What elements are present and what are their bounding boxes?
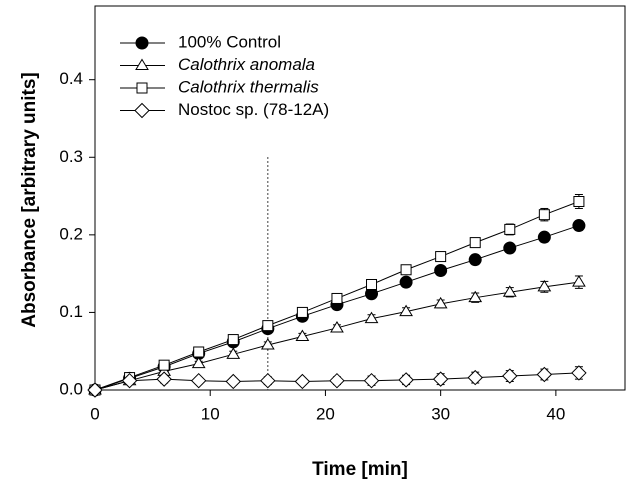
marker — [158, 359, 170, 371]
marker — [538, 209, 550, 221]
marker — [295, 329, 310, 341]
marker — [469, 237, 481, 249]
x-tick-label: 10 — [201, 404, 220, 423]
marker — [502, 285, 517, 297]
marker — [572, 275, 586, 287]
marker — [364, 311, 379, 324]
marker — [467, 369, 483, 386]
marker — [504, 223, 516, 235]
marker — [537, 279, 552, 292]
marker — [193, 346, 205, 358]
legend-label: Calothrix anomala — [178, 55, 315, 74]
y-tick-label: 0.1 — [59, 302, 83, 321]
legend-marker — [135, 58, 149, 70]
x-tick-label: 20 — [316, 404, 335, 423]
marker — [503, 241, 517, 255]
marker — [260, 372, 276, 389]
x-tick-label: 0 — [90, 404, 99, 423]
marker — [435, 251, 447, 263]
marker — [468, 290, 483, 303]
legend-marker — [135, 36, 149, 50]
marker — [432, 371, 449, 387]
marker — [191, 356, 206, 369]
legend-label: Nostoc sp. (78-12A) — [178, 100, 329, 119]
marker — [296, 306, 308, 318]
marker — [331, 292, 343, 304]
y-tick-label: 0.2 — [59, 224, 83, 243]
marker — [262, 320, 274, 332]
legend-marker — [136, 82, 148, 94]
marker — [536, 366, 553, 383]
marker — [121, 372, 138, 389]
marker — [573, 195, 585, 207]
marker — [399, 275, 413, 289]
legend-label: Calothrix thermalis — [178, 77, 319, 96]
marker — [366, 278, 378, 290]
marker — [87, 382, 103, 398]
plot-frame — [94, 5, 626, 391]
marker — [260, 338, 275, 350]
x-axis-label: Time [min] — [312, 459, 408, 480]
marker — [434, 264, 448, 278]
legend-label: 100% Control — [178, 32, 281, 51]
marker — [363, 372, 380, 389]
marker — [156, 371, 172, 387]
y-tick-label: 0.0 — [59, 379, 83, 398]
marker — [400, 264, 412, 276]
marker — [399, 304, 413, 317]
marker — [398, 372, 414, 388]
marker — [572, 219, 586, 233]
x-tick-label: 40 — [546, 404, 565, 423]
y-axis-label: Absorbance [arbitrary units] — [19, 72, 40, 328]
marker — [227, 334, 239, 346]
marker — [294, 373, 311, 390]
marker — [537, 230, 551, 244]
y-tick-label: 0.3 — [59, 147, 83, 166]
marker — [226, 347, 241, 359]
marker — [330, 320, 344, 333]
marker — [502, 368, 518, 384]
legend-marker — [134, 102, 150, 119]
marker — [329, 372, 345, 389]
x-tick-label: 30 — [431, 404, 450, 423]
marker — [225, 373, 241, 390]
marker — [433, 296, 448, 309]
y-tick-label: 0.4 — [59, 69, 83, 88]
marker — [571, 365, 587, 381]
marker — [468, 253, 482, 267]
marker — [190, 372, 207, 389]
